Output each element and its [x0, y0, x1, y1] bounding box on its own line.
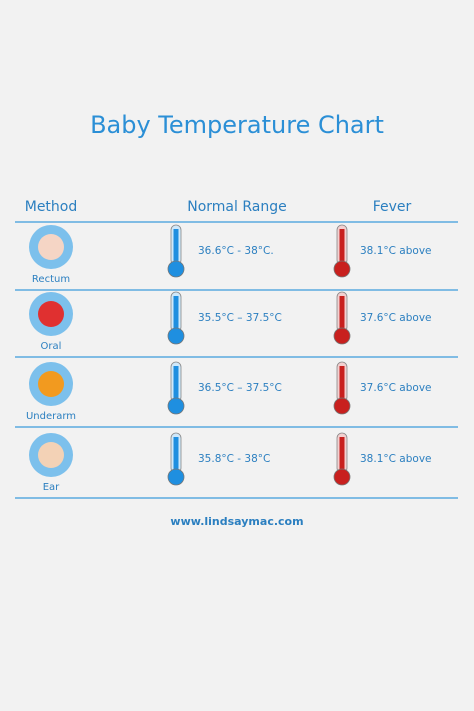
normal-range: 35.5°C – 37.5°C [198, 312, 282, 324]
method-icon [38, 234, 64, 260]
method-label: Oral [41, 341, 62, 352]
thermometer-bulb [333, 260, 351, 278]
method-label: Underarm [26, 411, 76, 422]
footer-url: www.lindsaymac.com [170, 515, 303, 528]
thermometer-level [173, 366, 179, 402]
thermometer-level [339, 296, 345, 332]
column-header: Normal Range [187, 199, 286, 215]
fever-range: 38.1°C above [360, 245, 432, 257]
thermometer-bulb [167, 397, 185, 415]
normal-range: 35.8°C - 38°C [198, 453, 270, 465]
method-label: Ear [43, 482, 60, 493]
method-icon [38, 301, 64, 327]
column-header: Method [25, 199, 78, 215]
thermometer-level [173, 296, 179, 332]
thermometer-level [339, 437, 345, 473]
fever-range: 38.1°C above [360, 453, 432, 465]
thermometer-level [339, 366, 345, 402]
thermometer-bulb [167, 260, 185, 278]
normal-range: 36.6°C - 38°C. [198, 245, 274, 257]
thermometer-bulb [333, 397, 351, 415]
thermometer-bulb [167, 468, 185, 486]
column-header: Fever [373, 199, 412, 215]
thermometer-bulb [333, 327, 351, 345]
thermometer-level [173, 229, 179, 265]
fever-range: 37.6°C above [360, 312, 432, 324]
thermometer-bulb [333, 468, 351, 486]
title: Baby Temperature Chart [90, 111, 384, 139]
fever-range: 37.6°C above [360, 382, 432, 394]
method-icon [38, 371, 64, 397]
thermometer-level [339, 229, 345, 265]
method-icon [38, 442, 64, 468]
normal-range: 36.5°C – 37.5°C [198, 382, 282, 394]
thermometer-level [173, 437, 179, 473]
thermometer-bulb [167, 327, 185, 345]
method-label: Rectum [32, 274, 70, 285]
